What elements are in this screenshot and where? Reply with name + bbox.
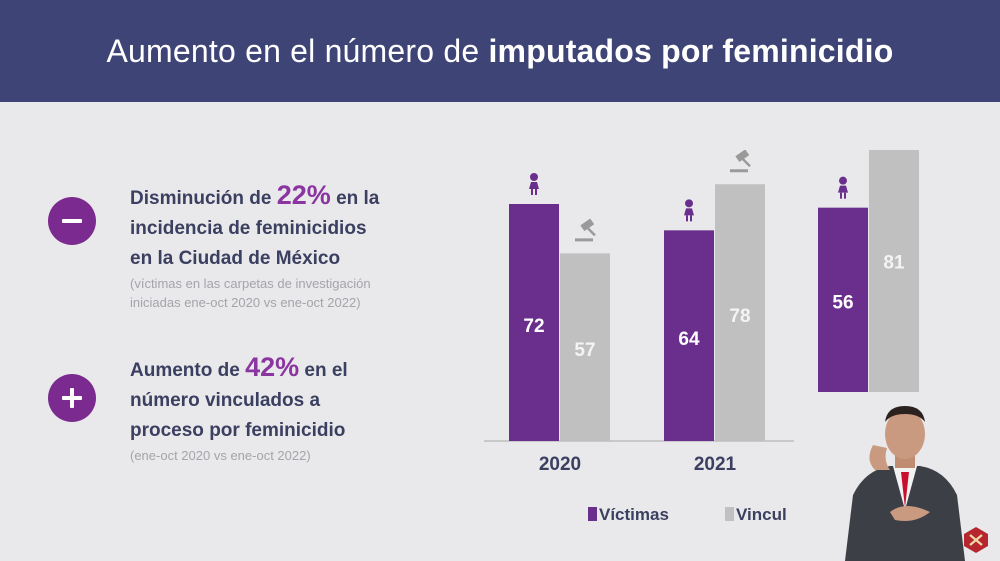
data-label-victimas-2020: 72: [523, 316, 544, 337]
decrease-line-2: incidencia de feminicidios: [130, 218, 367, 239]
legend-victimas: Víctimas: [588, 505, 669, 525]
gavel-icon-2021: [730, 150, 751, 173]
increase-prefix: Aumento de: [130, 360, 246, 381]
bar-victimas-2020: [509, 204, 559, 441]
increase-text: Aumento de 42% en el número vinculados a…: [130, 352, 450, 465]
page-title: Aumento en el número de imputados por fe…: [107, 33, 894, 70]
bar-vincul-2022: [869, 150, 919, 392]
title-banner: Aumento en el número de imputados por fe…: [0, 0, 1000, 102]
increase-note-1: (ene-oct 2020 vs ene-oct 2022): [130, 448, 311, 463]
woman-icon-2021: [684, 199, 694, 222]
decrease-text: Disminución de 22% en la incidencia de f…: [130, 180, 450, 312]
bar-vincul-2021: [715, 184, 765, 441]
x-tick-2021: 2021: [694, 454, 737, 475]
bar-victimas-2022: [818, 207, 868, 392]
decrease-line-1: Disminución de 22% en la: [130, 180, 450, 214]
woman-icon-2020: [529, 173, 539, 195]
legend-vincul-label: Vincul: [736, 505, 787, 524]
increase-suffix: en el: [299, 360, 348, 381]
increase-line-3: proceso por feminicidio: [130, 420, 346, 441]
legend-victimas-swatch: [588, 507, 597, 521]
plus-icon: [48, 374, 96, 422]
woman-icon-2022: [838, 176, 848, 199]
legend-victimas-label: Víctimas: [599, 505, 669, 524]
bar-victimas-2021: [664, 230, 714, 441]
increase-line-2: número vinculados a: [130, 390, 321, 411]
government-logo: [964, 527, 988, 553]
gavel-icon-2020: [575, 218, 596, 242]
increase-percent: 42%: [245, 352, 300, 382]
decrease-line-3: en la Ciudad de México: [130, 248, 341, 269]
legend-vincul: Vincul: [725, 505, 787, 525]
decrease-note-1: (víctimas en las carpetas de investigaci…: [130, 276, 371, 291]
decrease-prefix: Disminución de: [130, 188, 277, 209]
decrease-suffix: en la: [330, 188, 380, 209]
decrease-percent: 22%: [276, 180, 331, 210]
sign-language-interpreter: [845, 406, 965, 561]
title-regular: Aumento en el número de: [106, 32, 480, 69]
data-label-vincul-2021: 78: [729, 306, 750, 327]
bar-vincul-2020: [560, 253, 610, 441]
data-label-victimas-2022: 56: [832, 293, 853, 314]
title-bold: imputados por feminicidio: [488, 32, 894, 69]
decrease-note-2: iniciadas ene-oct 2020 vs ene-oct 2022): [130, 295, 361, 310]
legend-vincul-swatch: [725, 507, 734, 521]
increase-line-1: Aumento de 42% en el: [130, 352, 450, 386]
x-tick-2020: 2020: [539, 454, 581, 475]
minus-icon: [48, 197, 96, 245]
data-label-vincul-2022: 81: [883, 252, 905, 273]
data-label-victimas-2021: 64: [678, 329, 700, 350]
bar-chart: 72 57 2020 64 78 2021 56 81: [484, 150, 919, 475]
data-label-vincul-2020: 57: [574, 340, 595, 361]
